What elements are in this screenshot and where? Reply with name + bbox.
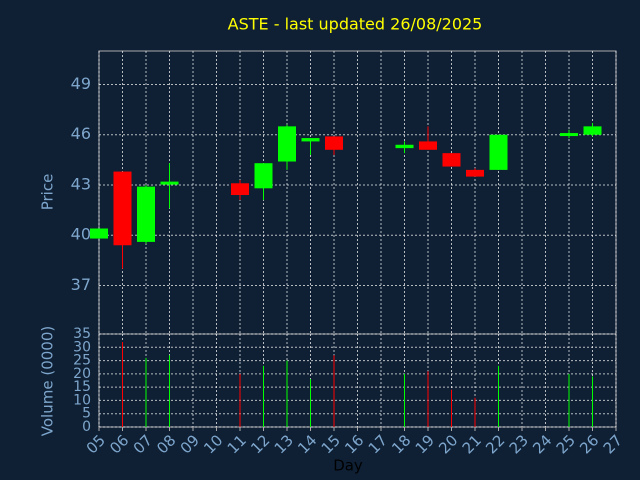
candle-body <box>325 136 343 150</box>
candle-body <box>301 138 320 142</box>
candle-body <box>254 163 273 189</box>
y-tick-label: 10 <box>73 392 91 408</box>
candle-body <box>560 133 578 137</box>
candle-body <box>442 153 461 167</box>
y-tick-label: 35 <box>73 326 91 342</box>
y-tick-label: 37 <box>71 275 91 294</box>
candle-body <box>113 171 132 246</box>
chart-title: ASTE - last updated 26/08/2025 <box>228 15 483 34</box>
y-tick-label: 43 <box>71 174 91 193</box>
y-tick-label: 46 <box>71 124 91 143</box>
x-axis-label: Day <box>333 457 363 475</box>
y-tick-label: 0 <box>82 419 91 435</box>
candle-body <box>90 228 108 239</box>
candle-body <box>278 126 296 162</box>
y-tick-label: 5 <box>82 406 91 422</box>
y-tick-label: 20 <box>73 366 91 382</box>
candle-body <box>160 181 179 185</box>
candle-body <box>419 141 437 150</box>
y-tick-label: 40 <box>71 225 91 244</box>
candle-body <box>583 126 602 135</box>
candle-body <box>137 186 155 242</box>
candle-body <box>466 169 484 177</box>
volume-axis-label: Volume (0000) <box>39 326 57 436</box>
y-tick-label: 15 <box>73 379 91 395</box>
candle-body <box>231 183 249 196</box>
candle-body <box>395 144 414 149</box>
candle-body <box>489 134 508 170</box>
y-tick-label: 30 <box>73 339 91 355</box>
y-axis-label: Price <box>39 174 57 211</box>
y-tick-label: 25 <box>73 353 91 369</box>
y-tick-label: 49 <box>71 74 91 93</box>
